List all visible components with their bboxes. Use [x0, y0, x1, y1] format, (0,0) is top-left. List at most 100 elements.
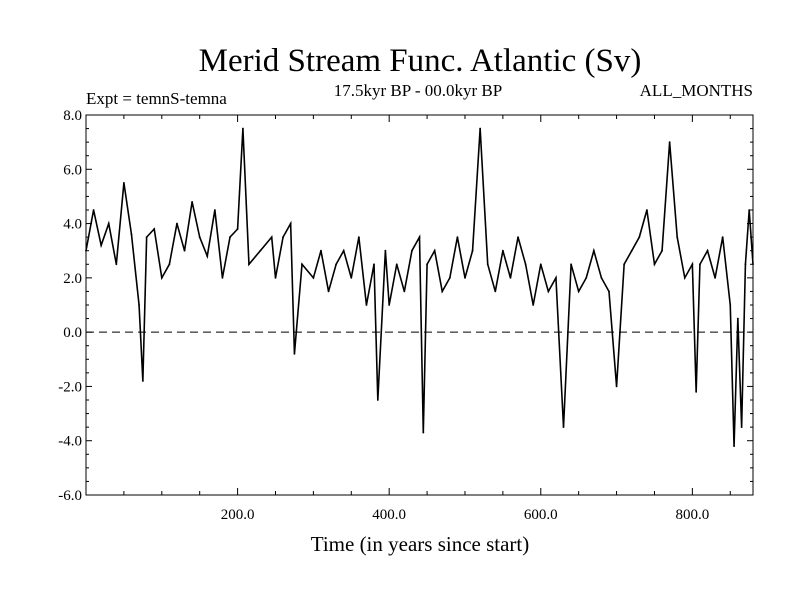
data-point [592, 249, 595, 252]
data-point [411, 249, 413, 252]
y-tick-label: 8.0 [63, 108, 82, 124]
data-point [191, 200, 194, 203]
data-point [555, 276, 557, 279]
data-point [600, 276, 603, 279]
data-point [748, 209, 751, 211]
data-point [395, 263, 398, 266]
data-point [342, 249, 345, 252]
data-point [141, 380, 144, 382]
plot-frame [85, 114, 754, 496]
data-point [752, 263, 754, 266]
data-point [517, 236, 519, 239]
data-point [691, 263, 694, 266]
data-point [532, 304, 535, 306]
data-point [733, 445, 735, 448]
data-point [623, 263, 626, 266]
data-point [464, 276, 466, 279]
data-point [274, 276, 277, 279]
data-point [107, 222, 110, 225]
series-layer [85, 127, 754, 448]
data-point [388, 304, 391, 306]
data-point [229, 236, 231, 239]
data-point [706, 249, 709, 252]
data-point [638, 236, 641, 239]
data-point [115, 263, 118, 266]
data-point [176, 222, 178, 225]
data-point [301, 263, 303, 266]
data-point [312, 276, 315, 279]
chart-subtitle-center: 17.5kyr BP - 00.0kyr BP [334, 81, 502, 100]
data-point [736, 317, 739, 320]
data-point [524, 263, 527, 266]
data-point [248, 263, 250, 266]
x-tick-label: 400.0 [372, 507, 406, 523]
data-point [418, 236, 421, 239]
y-tick-label: 6.0 [63, 162, 82, 178]
data-point [357, 236, 360, 239]
data-point [494, 290, 497, 293]
data-point [153, 228, 156, 230]
data-point [293, 352, 296, 355]
y-tick-label: -6.0 [58, 488, 82, 504]
data-point [456, 236, 459, 239]
data-point [221, 276, 224, 279]
data-point [403, 290, 406, 293]
data-point [422, 431, 425, 434]
data-point [695, 390, 698, 393]
data-point [123, 181, 125, 184]
data-point [289, 222, 292, 225]
x-axis: 200.0 400.0 600.0 800.0 [123, 115, 731, 523]
data-point [282, 236, 284, 239]
y-tick-label: -2.0 [58, 379, 82, 395]
data-point [577, 290, 580, 293]
data-point [509, 276, 512, 279]
data-point [327, 290, 330, 293]
x-tick-label: 800.0 [675, 507, 709, 523]
y-tick-label: 0.0 [63, 325, 82, 341]
data-point [653, 263, 656, 266]
data-point [740, 426, 743, 429]
data-point [721, 236, 724, 239]
data-point [486, 263, 489, 266]
data-point [145, 236, 148, 239]
data-point [350, 276, 353, 279]
y-tick-label: -4.0 [58, 434, 82, 450]
data-point [198, 236, 201, 239]
data-point [676, 236, 679, 239]
data-point [699, 263, 701, 266]
data-point [714, 276, 716, 279]
data-point [539, 263, 542, 266]
data-point [335, 263, 338, 266]
data-point [242, 127, 244, 130]
data-point [433, 249, 436, 252]
x-tick-label: 200.0 [221, 507, 255, 523]
data-point [160, 276, 163, 279]
x-tick-label: 600.0 [524, 507, 558, 523]
data-point [562, 426, 565, 429]
data-point [608, 290, 610, 293]
data-point [206, 255, 209, 258]
chart-title: Merid Stream Func. Atlantic (Sv) [199, 43, 642, 79]
data-point [92, 209, 95, 211]
data-point [683, 276, 686, 279]
y-tick-label: 2.0 [63, 271, 82, 287]
data-point [729, 304, 732, 306]
data-point [130, 233, 133, 236]
data-point [441, 290, 444, 293]
data-point [426, 263, 428, 266]
data-point [570, 263, 572, 266]
data-point [365, 304, 368, 306]
data-point [85, 249, 87, 252]
chart-subtitle-right: ALL_MONTHS [640, 81, 753, 100]
data-point [236, 228, 239, 230]
data-point [645, 209, 648, 211]
data-point [270, 236, 273, 239]
data-point [259, 249, 262, 252]
data-point [615, 385, 618, 388]
data-point [744, 263, 747, 266]
data-point [320, 249, 322, 252]
data-point [668, 141, 671, 144]
data-point [585, 276, 588, 279]
data-point [547, 290, 550, 293]
